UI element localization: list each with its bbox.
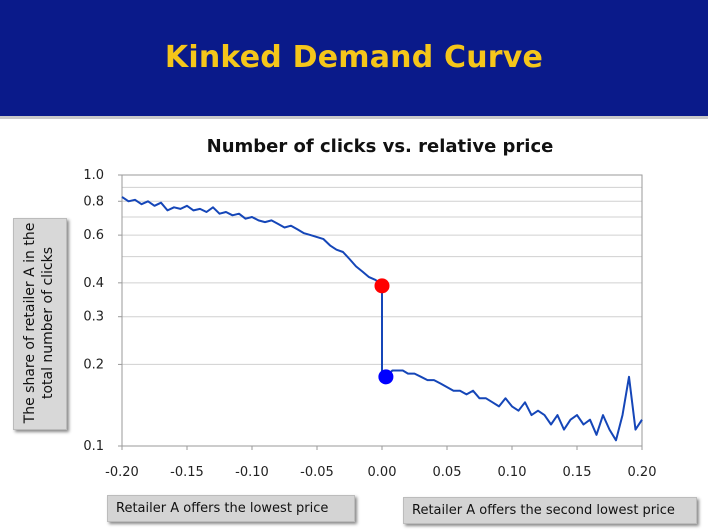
title-banner: Kinked Demand Curve — [0, 0, 708, 116]
banner-divider — [0, 116, 708, 119]
x-tick-label: 0.20 — [628, 465, 657, 480]
x-tick-label: 0.05 — [433, 465, 462, 480]
y-tick-label: 0.4 — [83, 276, 104, 291]
kink-marker — [378, 369, 394, 385]
note-second-lowest-price: Retailer A offers the second lowest pric… — [403, 497, 697, 524]
chart-title: Number of clicks vs. relative price — [206, 136, 554, 157]
slide-title: Kinked Demand Curve — [164, 40, 544, 75]
x-tick-label: -0.20 — [105, 465, 139, 480]
y-tick-label: 0.2 — [83, 357, 104, 372]
y-tick-label: 0.1 — [83, 439, 104, 454]
kink-marker — [374, 278, 390, 294]
note-lowest-price: Retailer A offers the lowest price — [107, 495, 355, 522]
x-tick-label: 0.00 — [368, 465, 397, 480]
series-line — [121, 196, 643, 442]
x-tick-label: -0.05 — [300, 465, 334, 480]
y-tick-label: 0.6 — [83, 228, 104, 243]
y-axis-label: The share of retailer A in the total num… — [22, 222, 56, 424]
y-tick-label: 0.8 — [83, 194, 104, 209]
x-tick-label: 0.15 — [563, 465, 592, 480]
x-tick-label: -0.15 — [170, 465, 204, 480]
x-tick-label: -0.10 — [235, 465, 269, 480]
x-tick-label: 0.10 — [498, 465, 527, 480]
y-tick-label: 1.0 — [83, 168, 104, 183]
y-tick-label: 0.3 — [83, 310, 104, 325]
y-axis-label-box — [13, 218, 67, 430]
